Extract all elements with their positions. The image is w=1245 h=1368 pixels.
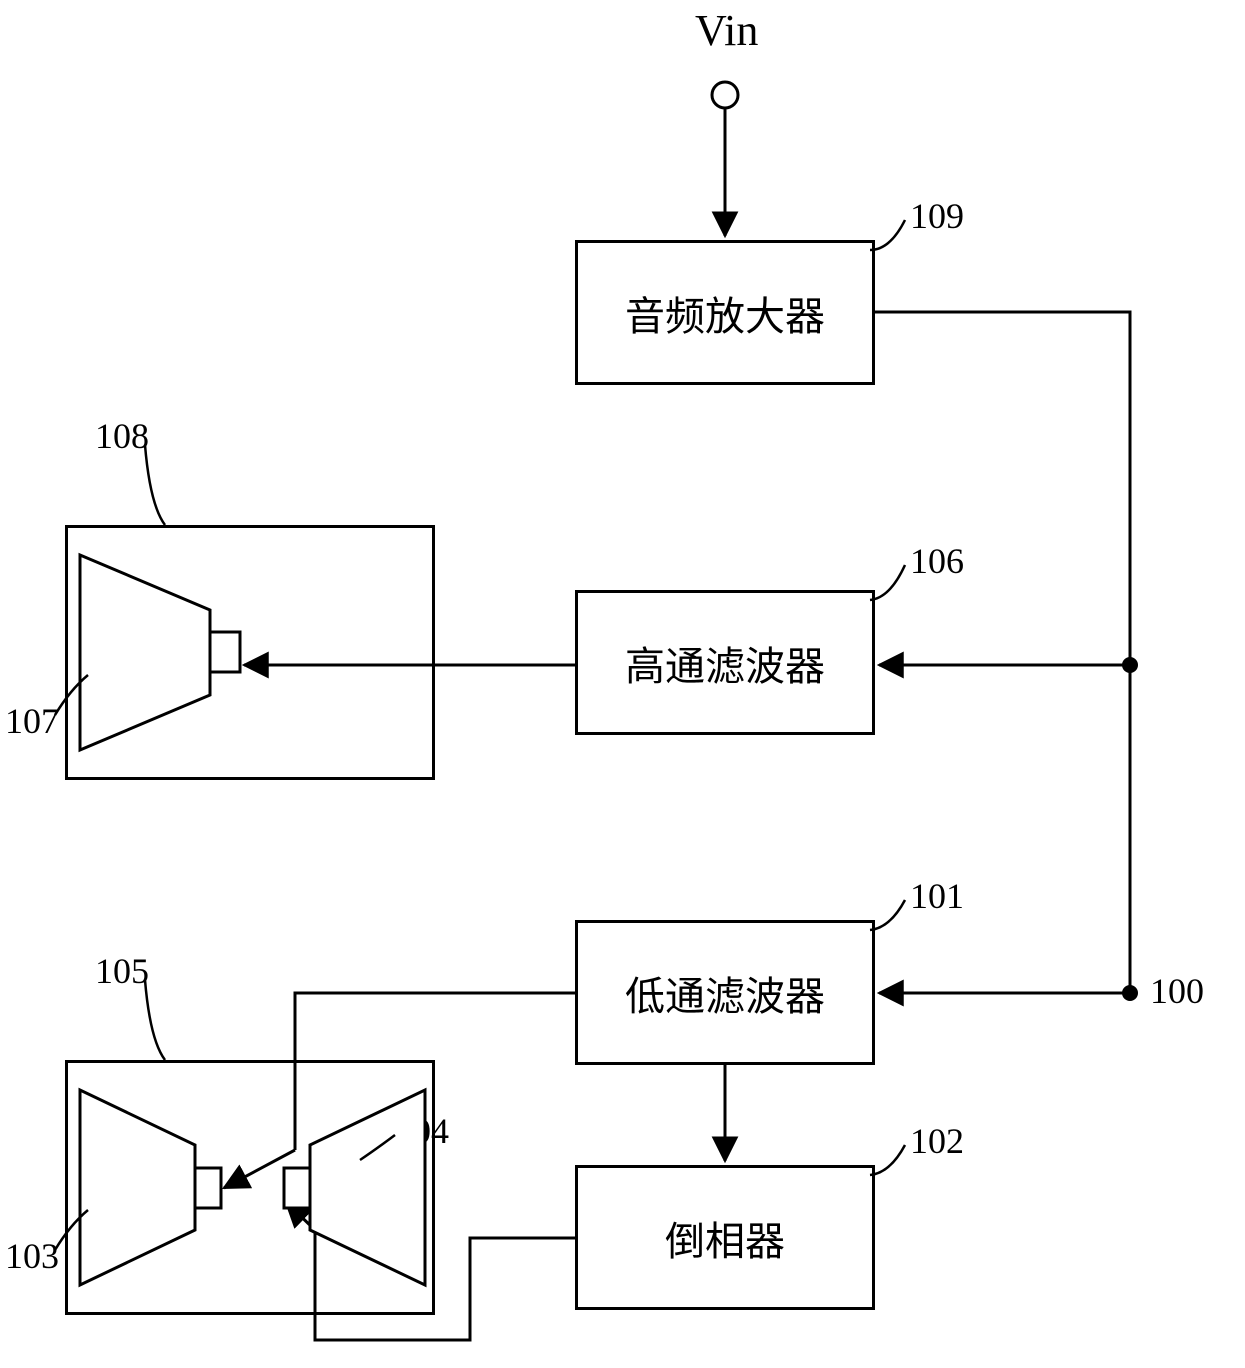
ref-106: 106	[910, 540, 964, 582]
input-label: Vin	[695, 5, 758, 56]
inverter-text: 倒相器	[665, 1209, 785, 1267]
leader-106	[870, 565, 905, 600]
leader-108	[145, 445, 165, 525]
diagram-canvas: Vin 音频放大器 高通滤波器 低通滤波器 倒相器 100 101 102 10…	[0, 0, 1245, 1368]
ref-105: 105	[95, 950, 149, 992]
highpass-filter-block: 高通滤波器	[575, 590, 875, 735]
ref-101: 101	[910, 875, 964, 917]
input-port-icon	[712, 82, 738, 108]
amplifier-text: 音频放大器	[625, 284, 825, 342]
leader-101	[870, 900, 905, 930]
ref-107: 107	[5, 700, 59, 742]
ref-103: 103	[5, 1235, 59, 1277]
bottom-enclosure	[65, 1060, 435, 1315]
ref-104: 104	[395, 1110, 449, 1152]
ref-108: 108	[95, 415, 149, 457]
inverter-block: 倒相器	[575, 1165, 875, 1310]
junction-1-icon	[1122, 657, 1138, 673]
lowpass-filter-block: 低通滤波器	[575, 920, 875, 1065]
ref-102: 102	[910, 1120, 964, 1162]
top-enclosure	[65, 525, 435, 780]
edge-lpf-spk103-a	[295, 993, 575, 1060]
ref-109: 109	[910, 195, 964, 237]
ref-100: 100	[1150, 970, 1204, 1012]
leader-105	[145, 980, 165, 1060]
amplifier-block: 音频放大器	[575, 240, 875, 385]
leader-102	[870, 1145, 905, 1175]
junction-2-icon	[1122, 985, 1138, 1001]
highpass-filter-text: 高通滤波器	[625, 634, 825, 692]
lowpass-filter-text: 低通滤波器	[625, 964, 825, 1022]
leader-109	[870, 220, 905, 250]
